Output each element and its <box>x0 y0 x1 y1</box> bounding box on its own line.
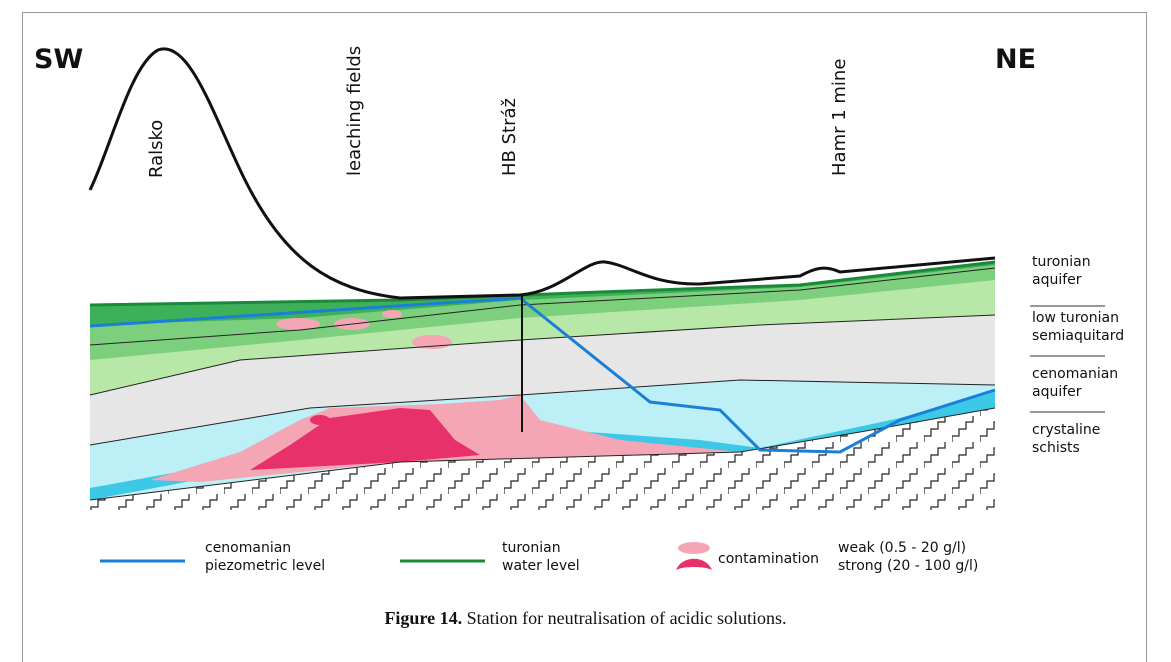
boundary-line-4 <box>89 407 996 501</box>
layer-label-cenomanian-2: aquifer <box>1032 384 1082 400</box>
direction-sw: SW <box>34 44 83 75</box>
location-leaching-fields: leaching fields <box>344 46 365 176</box>
direction-ne: NE <box>995 44 1036 75</box>
layer-label-semiaquitard-2: semiaquitard <box>1032 328 1124 344</box>
cenomanian-deep-right <box>560 390 995 452</box>
cenomanian-piezometric-line <box>89 296 996 454</box>
boundary-line-1 <box>89 267 996 346</box>
legend-strong-label: strong (20 - 100 g/l) <box>838 558 978 574</box>
legend-turonian-line1: turonian <box>502 540 561 556</box>
legend-turonian-line2: water level <box>502 558 580 574</box>
figure-frame <box>22 12 1147 662</box>
location-ralsko: Ralsko <box>146 120 167 178</box>
boundary-line-2 <box>89 314 996 396</box>
contamination-strong-zone <box>250 408 480 470</box>
contamination-lens-3 <box>382 310 402 318</box>
semiaquitard-area <box>90 315 995 445</box>
layer-label-cenomanian-1: cenomanian <box>1032 366 1118 382</box>
boundary-line-3 <box>89 379 996 446</box>
location-hb-straz: HB Stráž <box>499 98 520 176</box>
legend-strong-swatch <box>676 558 712 570</box>
location-hamr-mine: Hamr 1 mine <box>829 59 850 176</box>
figure-caption-text: Station for neutralisation of acidic sol… <box>466 608 787 628</box>
contamination-lens-1 <box>276 318 320 330</box>
legend-contamination-label: contamination <box>718 551 819 567</box>
turonian-aquifer-mid-area <box>90 265 995 360</box>
legend-cenomanian-line2: piezometric level <box>205 558 325 574</box>
layer-label-schists-1: crystaline <box>1032 422 1100 438</box>
layer-label-schists-2: schists <box>1032 440 1080 456</box>
layer-label-turonian-aquifer-2: aquifer <box>1032 272 1082 288</box>
figure-caption: Figure 14. Station for neutralisation of… <box>0 608 1171 629</box>
legend-weak-swatch <box>678 542 710 554</box>
layer-label-turonian-aquifer-1: turonian <box>1032 254 1091 270</box>
terrain-surface-line <box>88 47 996 300</box>
legend-cenomanian-line1: cenomanian <box>205 540 291 556</box>
legend-weak-label: weak (0.5 - 20 g/l) <box>838 540 966 556</box>
figure-label: Figure 14. <box>384 608 463 628</box>
contamination-strong-spot <box>310 415 330 425</box>
crystaline-schists-area <box>90 408 995 510</box>
layer-label-semiaquitard-1: low turonian <box>1032 310 1119 326</box>
turonian-water-level-line <box>89 260 996 307</box>
